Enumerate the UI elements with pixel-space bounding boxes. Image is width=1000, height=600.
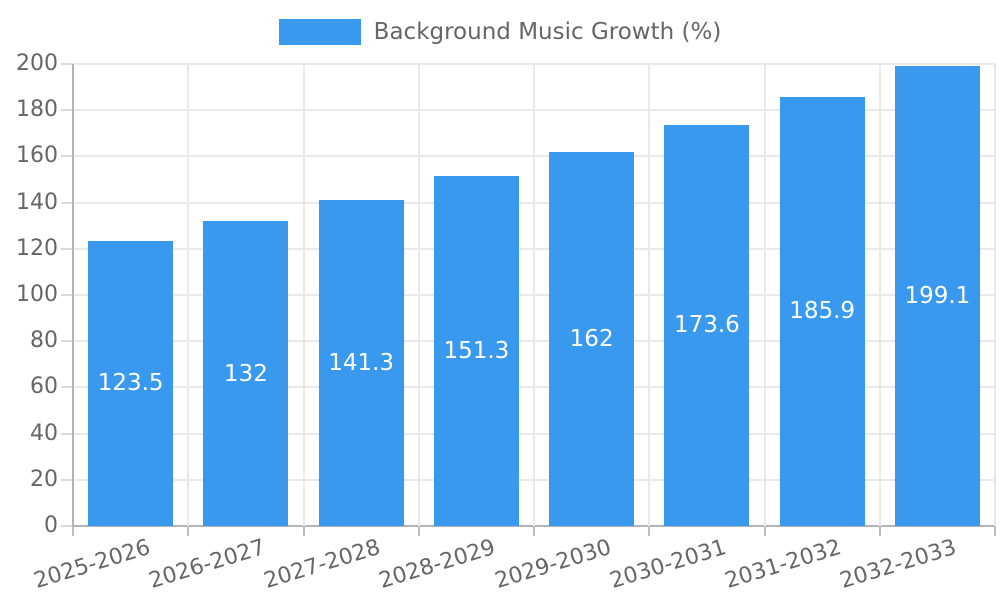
x-tick-label-2026-2027: 2026-2027 bbox=[146, 535, 269, 594]
y-axis-tick-200 bbox=[61, 63, 73, 65]
bar-2027-2028[interactable]: 141.3 bbox=[318, 199, 404, 526]
bar-value-label: 123.5 bbox=[97, 370, 164, 397]
x-axis-tick-7 bbox=[878, 526, 881, 536]
y-tick-label-140: 140 bbox=[16, 189, 58, 215]
bar-value-label: 151.3 bbox=[443, 338, 510, 365]
chart-legend[interactable]: Background Music Growth (%) bbox=[0, 19, 1000, 45]
bar-2031-2032[interactable]: 185.9 bbox=[779, 96, 865, 526]
y-tick-label-40: 40 bbox=[30, 420, 58, 446]
x-tick-label-2030-2031: 2030-2031 bbox=[607, 535, 730, 594]
y-axis-tick-100 bbox=[61, 294, 73, 296]
y-tick-label-200: 200 bbox=[16, 51, 58, 76]
y-tick-label-100: 100 bbox=[16, 282, 58, 307]
gridline-x-6 bbox=[763, 64, 766, 526]
bar-2025-2026[interactable]: 123.5 bbox=[88, 240, 174, 526]
x-tick-label-2028-2029: 2028-2029 bbox=[376, 535, 499, 594]
bar-2026-2027[interactable]: 132 bbox=[203, 221, 289, 526]
x-tick-label-2031-2032: 2031-2032 bbox=[722, 535, 845, 594]
y-axis-tick-80 bbox=[61, 340, 73, 343]
y-axis-tick-40 bbox=[61, 432, 73, 435]
y-axis-tick-60 bbox=[61, 386, 73, 389]
gridline-x-4 bbox=[533, 64, 535, 526]
gridline-x-3 bbox=[417, 64, 420, 526]
legend-swatch-icon bbox=[278, 19, 361, 45]
y-tick-label-0: 0 bbox=[44, 513, 58, 538]
gridline-x-5 bbox=[648, 64, 651, 526]
bar-value-label: 132 bbox=[223, 360, 268, 387]
legend-label: Background Music Growth (%) bbox=[373, 19, 722, 45]
gridline-x-8 bbox=[994, 64, 996, 526]
gridline-x-2 bbox=[302, 64, 305, 526]
bar-value-label: 199.1 bbox=[904, 283, 971, 310]
y-tick-label-120: 120 bbox=[16, 235, 58, 261]
y-axis-tick-180 bbox=[61, 109, 73, 112]
x-axis-tick-0 bbox=[72, 526, 74, 536]
x-axis-tick-8 bbox=[994, 526, 996, 536]
y-tick-label-60: 60 bbox=[30, 374, 58, 400]
bar-value-label: 185.9 bbox=[789, 298, 856, 325]
y-tick-label-80: 80 bbox=[30, 328, 58, 354]
y-axis-tick-120 bbox=[61, 247, 73, 250]
bar-2032-2033[interactable]: 199.1 bbox=[894, 66, 980, 526]
x-axis-tick-6 bbox=[763, 526, 766, 536]
gridline-x-0 bbox=[72, 64, 74, 526]
x-tick-label-2029-2030: 2029-2030 bbox=[491, 535, 614, 594]
bar-value-label: 162 bbox=[569, 325, 614, 352]
bar-value-label: 141.3 bbox=[328, 349, 395, 376]
bar-2030-2031[interactable]: 173.6 bbox=[664, 124, 750, 526]
x-axis-tick-4 bbox=[533, 526, 535, 536]
y-axis-tick-0 bbox=[61, 525, 73, 527]
x-axis-tick-3 bbox=[417, 526, 420, 536]
x-axis-tick-2 bbox=[302, 526, 305, 536]
y-tick-label-160: 160 bbox=[16, 143, 58, 169]
gridline-x-7 bbox=[878, 64, 881, 526]
y-axis-tick-160 bbox=[61, 155, 73, 158]
bar-value-label: 173.6 bbox=[673, 312, 740, 339]
x-axis-tick-5 bbox=[648, 526, 651, 536]
y-axis-tick-140 bbox=[61, 201, 73, 204]
x-tick-label-2032-2033: 2032-2033 bbox=[837, 535, 960, 594]
x-axis-tick-1 bbox=[187, 526, 190, 536]
bar-2028-2029[interactable]: 151.3 bbox=[433, 176, 519, 526]
bar-2029-2030[interactable]: 162 bbox=[549, 151, 635, 526]
y-axis-tick-20 bbox=[61, 478, 73, 481]
y-tick-label-20: 20 bbox=[30, 466, 58, 492]
x-tick-label-2027-2028: 2027-2028 bbox=[261, 535, 384, 594]
y-tick-label-180: 180 bbox=[16, 97, 58, 123]
x-tick-label-2025-2026: 2025-2026 bbox=[30, 535, 153, 594]
gridline-x-1 bbox=[187, 64, 190, 526]
